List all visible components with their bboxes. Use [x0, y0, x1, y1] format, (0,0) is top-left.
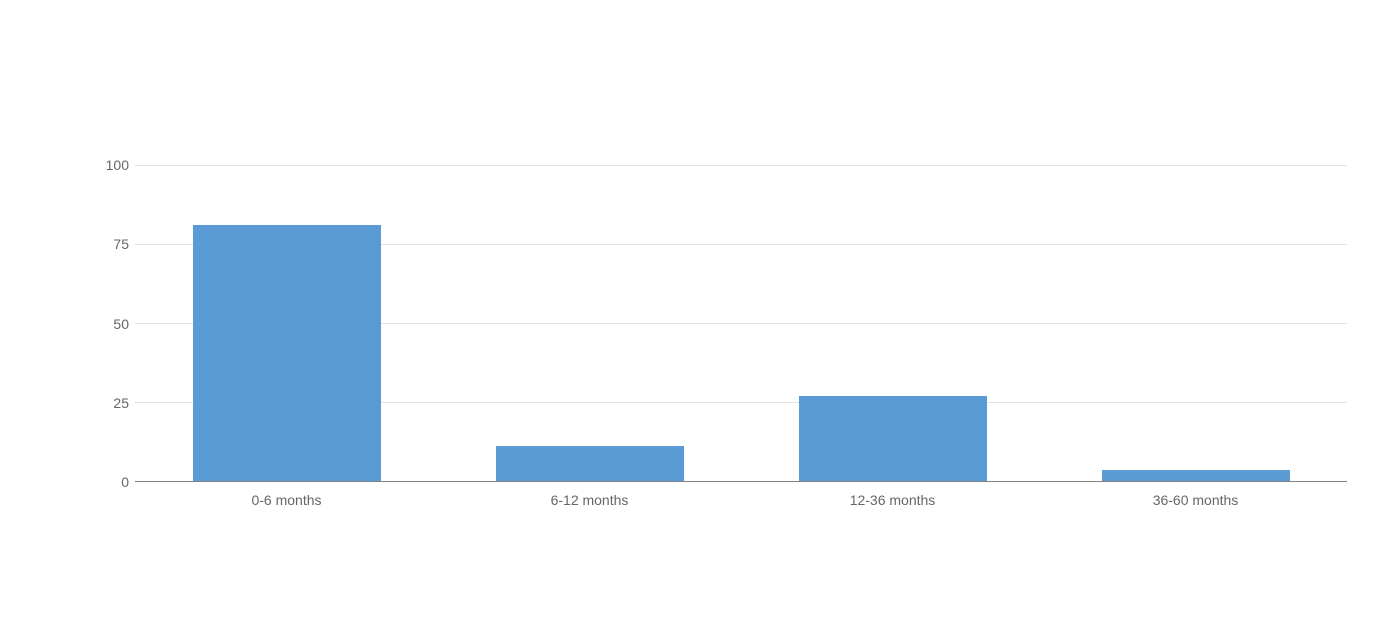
plot-area — [135, 165, 1347, 482]
bar-chart: 100 75 50 25 0 0-6 months 6-12 months — [135, 165, 1347, 482]
y-tick-label: 100 — [106, 157, 129, 173]
bar-12-36-months — [799, 396, 987, 481]
x-tick-label: 36-60 months — [1044, 482, 1347, 508]
bar-slot — [741, 165, 1044, 481]
x-tick-label: 12-36 months — [741, 482, 1044, 508]
bar-slot — [438, 165, 741, 481]
y-axis: 100 75 50 25 0 — [103, 165, 135, 482]
y-tick-label: 0 — [121, 474, 129, 490]
x-tick-label: 6-12 months — [438, 482, 741, 508]
x-tick-label: 0-6 months — [135, 482, 438, 508]
y-tick-label: 50 — [113, 316, 129, 332]
bar-0-6-months — [193, 225, 381, 481]
bars-row — [135, 165, 1347, 481]
bar-slot — [135, 165, 438, 481]
bar-6-12-months — [496, 446, 684, 481]
bar-36-60-months — [1102, 470, 1290, 481]
x-axis: 0-6 months 6-12 months 12-36 months 36-6… — [135, 482, 1347, 508]
y-tick-label: 75 — [113, 236, 129, 252]
bar-slot — [1044, 165, 1347, 481]
y-tick-label: 25 — [113, 395, 129, 411]
